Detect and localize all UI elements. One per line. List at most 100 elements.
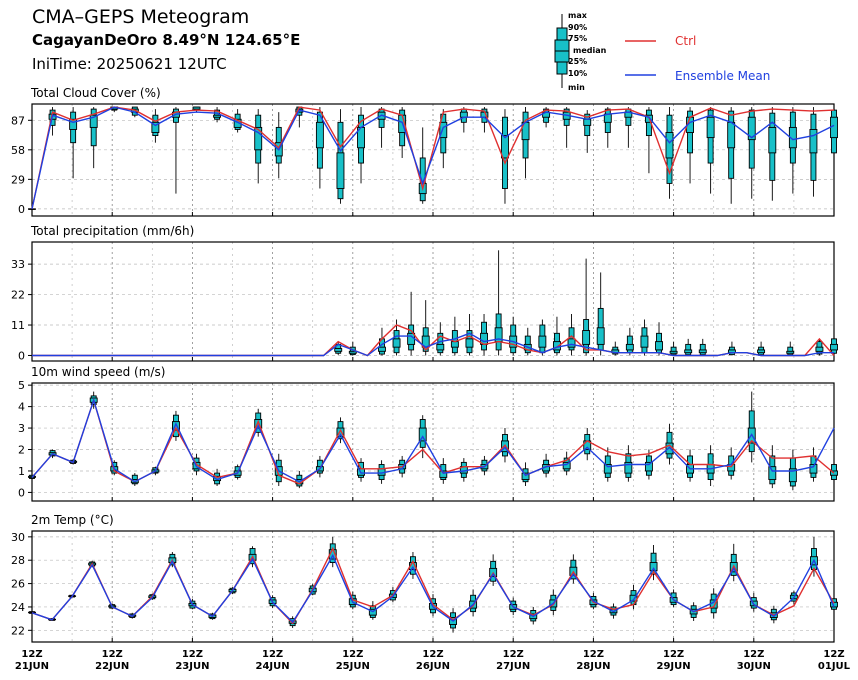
location-label: CagayanDeOro 8.49°N 124.65°E: [32, 31, 301, 49]
box-inner: [698, 349, 707, 354]
y-tick-label: 1: [18, 465, 25, 478]
box-inner: [459, 111, 468, 118]
box-inner: [378, 346, 386, 352]
box-inner: [151, 121, 160, 133]
y-tick-label: 29: [11, 173, 25, 186]
mean-series-line: [32, 332, 834, 357]
x-tick-date-label: 28JUN: [576, 661, 610, 672]
x-tick-hour-label: 12Z: [823, 649, 844, 660]
box-inner: [706, 116, 715, 139]
box-inner: [786, 350, 795, 354]
y-tick-label: 2: [18, 444, 25, 457]
box-inner: [684, 349, 693, 354]
box-inner: [624, 461, 633, 474]
box-inner: [89, 114, 98, 128]
y-tick-label: 26: [11, 578, 25, 591]
x-tick-hour-label: 12Z: [102, 649, 123, 660]
x-tick-hour-label: 12Z: [262, 649, 283, 660]
box-inner: [582, 330, 591, 345]
x-tick-hour-label: 12Z: [422, 649, 443, 660]
box-inner: [254, 126, 263, 151]
box-inner: [768, 126, 777, 154]
box-inner: [655, 341, 663, 351]
y-tick-label: 0: [18, 203, 25, 216]
box-inner: [665, 132, 674, 159]
box-inner: [439, 470, 448, 478]
box-inner: [439, 121, 448, 139]
y-tick-label: 30: [11, 531, 25, 544]
legend-box-label: 25%: [568, 57, 587, 66]
ctrl-series-line: [31, 106, 835, 210]
x-tick-date-label: 22JUN: [95, 661, 129, 672]
x-tick-date-label: 26JUN: [416, 661, 450, 672]
legend-box-label: min: [568, 83, 585, 92]
box-inner: [583, 118, 592, 126]
box-inner: [562, 461, 571, 470]
x-tick-date-label: 29JUN: [657, 661, 691, 672]
mean-series-line: [31, 397, 835, 483]
legend-box-label: 10%: [568, 69, 587, 78]
x-tick-date-label: 01JUL: [818, 661, 851, 672]
box-inner: [28, 208, 36, 210]
x-tick-date-label: 21JUN: [15, 661, 49, 672]
y-tick-label: 22: [11, 624, 25, 637]
y-tick-label: 0: [18, 486, 25, 499]
box-inner: [809, 464, 818, 474]
x-tick-date-label: 23JUN: [175, 661, 209, 672]
panel-frame: [31, 530, 835, 643]
legend-box-label: 75%: [568, 34, 587, 43]
x-tick-hour-label: 12Z: [663, 649, 684, 660]
box-inner: [552, 341, 561, 351]
legend-box-label: median: [573, 46, 607, 55]
box-inner: [213, 114, 222, 118]
y-tick-label: 33: [11, 258, 25, 271]
x-tick-date-label: 24JUN: [256, 661, 290, 672]
box-inner: [28, 611, 36, 614]
box-inner: [809, 129, 818, 154]
box-inner: [171, 421, 180, 431]
box-inner: [830, 116, 838, 139]
box-inner: [757, 349, 766, 354]
x-tick-hour-label: 12Z: [21, 649, 42, 660]
panel-title: Total Cloud Cover (%): [30, 86, 161, 100]
box-inner: [625, 343, 634, 351]
box-inner: [669, 350, 678, 354]
x-tick-hour-label: 12Z: [342, 649, 363, 660]
box-inner: [644, 461, 653, 472]
box-inner: [192, 106, 201, 110]
y-tick-label: 11: [11, 319, 25, 332]
box-inner: [336, 427, 345, 438]
box-inner: [521, 472, 530, 480]
x-tick-hour-label: 12Z: [743, 649, 764, 660]
box-inner: [336, 152, 345, 189]
box-inner: [315, 121, 324, 149]
panel-frame: [31, 241, 835, 362]
x-tick-date-label: 30JUN: [737, 661, 771, 672]
mean-series-line: [31, 106, 835, 210]
legend-mean-label: Ensemble Mean: [675, 69, 770, 83]
box-inner: [830, 470, 838, 476]
box-inner: [830, 343, 838, 351]
y-tick-label: 0: [18, 349, 25, 362]
box-inner: [788, 126, 797, 149]
x-tick-date-label: 25JUN: [336, 661, 370, 672]
box-inner: [418, 427, 427, 442]
legend-box-label: max: [568, 11, 588, 20]
panel-frame: [31, 382, 835, 502]
panel-title: Total precipitation (mm/6h): [30, 224, 194, 238]
box-inner: [334, 348, 343, 352]
panel-title: 10m wind speed (m/s): [31, 365, 165, 379]
mean-series-line: [31, 553, 835, 624]
box-inner: [348, 350, 357, 354]
box-inner: [596, 327, 605, 345]
x-tick-hour-label: 12Z: [182, 649, 203, 660]
box-inner: [788, 468, 797, 483]
legend-box-label: 90%: [568, 23, 587, 32]
box-inner: [254, 419, 263, 429]
box-inner: [640, 335, 649, 348]
x-tick-hour-label: 12Z: [583, 649, 604, 660]
y-tick-label: 58: [11, 144, 25, 157]
y-tick-label: 5: [18, 379, 25, 392]
x-tick-date-label: 27JUN: [496, 661, 530, 672]
x-tick-hour-label: 12Z: [503, 649, 524, 660]
